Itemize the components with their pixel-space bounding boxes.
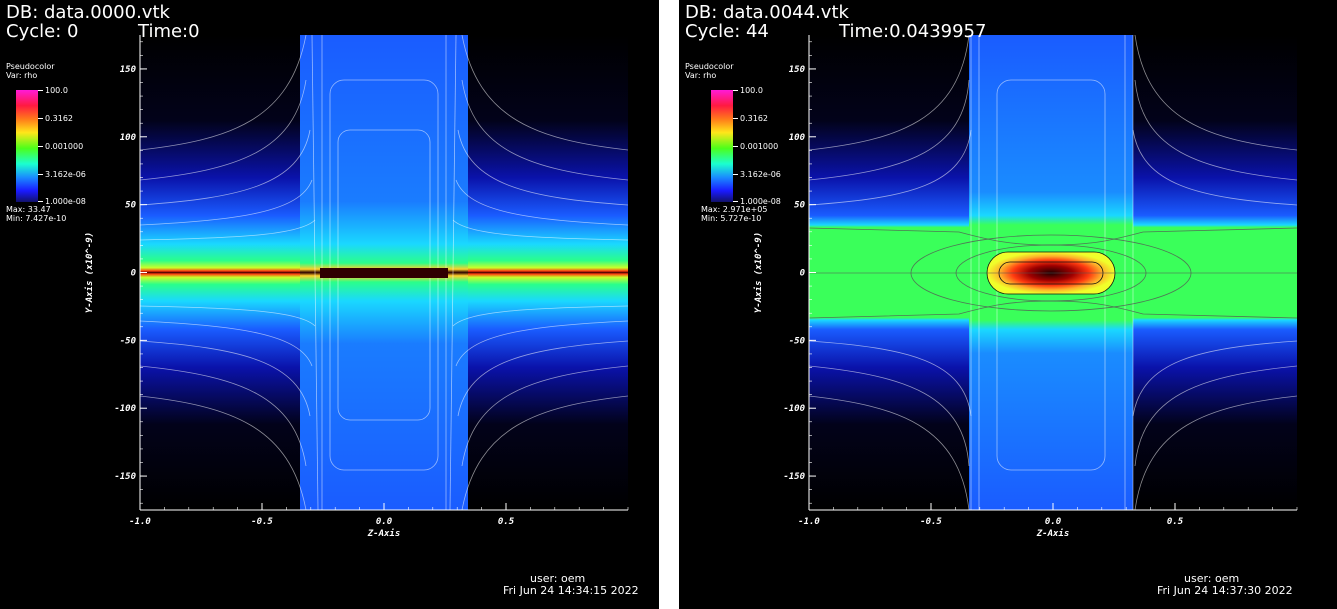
cycle-label: Cycle: 0 <box>6 21 79 42</box>
legend-min: Min: 7.427e-10 <box>6 214 67 223</box>
legend-colorbar <box>16 90 38 202</box>
timestamp-label: Fri Jun 24 14:37:30 2022 <box>1157 584 1293 597</box>
axes: -1.0 -0.5 0.0 0.5 150 100 50 0 -50 -100 -150 Z-Axis… <box>84 35 629 539</box>
legend-label: 100.0 <box>45 86 68 95</box>
time-label: Time:0 <box>138 21 200 42</box>
pseudocolor-plot-left: -1.0 -0.5 0.0 0.5 150 100 50 0 -50 -100 -150 Z-Axis… <box>84 35 629 539</box>
timestamp-label: Fri Jun 24 14:34:15 2022 <box>503 584 639 597</box>
y-tick-label: 150 <box>789 65 806 75</box>
y-tick-label: -150 <box>114 472 136 482</box>
y-axis-label: Y-Axis (x10^-9) <box>84 232 95 313</box>
legend-label: 1.000e-08 <box>740 197 781 206</box>
legend-var: Var: rho <box>6 71 38 80</box>
legend-plot-type: Pseudocolor <box>6 62 55 71</box>
y-axis-label: Y-Axis (x10^-9) <box>753 232 764 313</box>
legend-label: 0.001000 <box>45 142 84 151</box>
y-tick-label: -150 <box>783 472 805 482</box>
legend-plot-type: Pseudocolor <box>685 62 734 71</box>
cycle-label: Cycle: 44 <box>685 21 769 42</box>
legend-label: 3.162e-06 <box>45 170 86 179</box>
y-tick-label: -100 <box>783 404 805 414</box>
legend-label: 3.162e-06 <box>740 170 781 179</box>
db-filename: DB: data.0000.vtk <box>6 2 170 23</box>
x-tick-label: 0.0 <box>1045 517 1062 527</box>
plot-panel-left: -1.0 -0.5 0.0 0.5 150 100 50 0 -50 -100 -150 Z-Axis… <box>0 0 659 609</box>
x-axis-label: Z-Axis <box>367 528 401 539</box>
legend-label: 100.0 <box>740 86 763 95</box>
contour-lines <box>809 35 1297 510</box>
user-label: user: oem <box>1184 572 1240 585</box>
y-tick-label: 0 <box>800 269 806 279</box>
pseudocolor-plot-right: -1.0 -0.5 0.0 0.5 150 100 50 0 -50 -100 -150 Z-Axis… <box>753 35 1298 539</box>
high-density-core <box>320 268 448 278</box>
time-label: Time:0.0439957 <box>839 21 987 42</box>
y-tick-label: 0 <box>131 269 137 279</box>
y-tick-label: -50 <box>120 336 137 346</box>
legend-label: 0.001000 <box>740 142 779 151</box>
y-tick-label: 150 <box>120 65 137 75</box>
x-tick-label: -1.0 <box>129 517 151 527</box>
x-tick-label: 0.5 <box>498 517 515 527</box>
plot-panel-right: -1.0 -0.5 0.0 0.5 150 100 50 0 -50 -100 -150 Z-Axis… <box>679 0 1337 609</box>
x-tick-label: -0.5 <box>920 517 942 527</box>
y-tick-label: 100 <box>120 133 137 143</box>
legend-var: Var: rho <box>685 71 717 80</box>
legend-label: 0.3162 <box>740 114 768 123</box>
legend-label: 1.000e-08 <box>45 197 86 206</box>
y-tick-label: 50 <box>125 201 136 211</box>
legend-max: Max: 33.47 <box>6 205 51 214</box>
x-axis-label: Z-Axis <box>1036 528 1070 539</box>
legend-min: Min: 5.727e-10 <box>701 214 762 223</box>
y-tick-label: -50 <box>789 336 806 346</box>
legend-label: 0.3162 <box>45 114 73 123</box>
y-tick-label: -100 <box>114 404 136 414</box>
db-filename: DB: data.0044.vtk <box>685 2 849 23</box>
x-tick-label: 0.5 <box>1167 517 1184 527</box>
x-tick-label: -0.5 <box>251 517 273 527</box>
axes: -1.0 -0.5 0.0 0.5 150 100 50 0 -50 -100 -150 Z-Axis… <box>753 35 1298 539</box>
y-tick-label: 50 <box>794 201 805 211</box>
contour-lines <box>140 35 628 510</box>
y-tick-label: 100 <box>789 133 806 143</box>
user-label: user: oem <box>530 572 586 585</box>
legend-max: Max: 2.971e+05 <box>701 205 768 214</box>
x-tick-label: 0.0 <box>376 517 393 527</box>
legend-colorbar <box>711 90 733 202</box>
x-tick-label: -1.0 <box>798 517 820 527</box>
